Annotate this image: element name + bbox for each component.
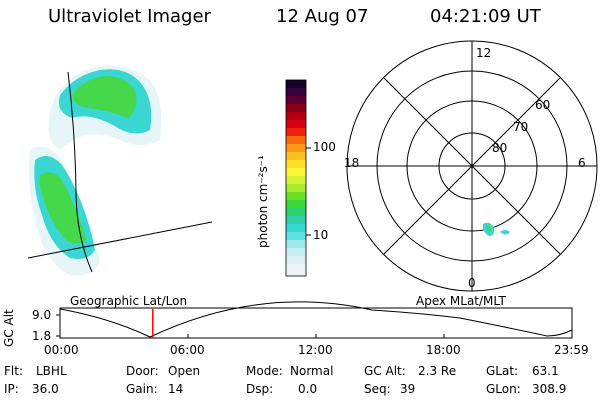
uv-image-panel xyxy=(27,65,213,276)
mlt-label-0: 0 xyxy=(468,276,476,290)
mlt-label-12: 12 xyxy=(476,46,492,60)
aurora-green-upper xyxy=(72,76,137,118)
seq-value: 39 xyxy=(400,382,416,396)
seq-label: Seq: xyxy=(364,382,391,396)
colorbar-tick-100: 100 xyxy=(313,140,336,154)
colorbar-unit-label: photon cm⁻²s⁻¹ xyxy=(256,155,270,248)
time-tick-6: 06:00 xyxy=(170,343,205,357)
colorbar-tick-10: 10 xyxy=(313,228,329,242)
gcalt-label: GC Alt: xyxy=(364,364,406,378)
ip-label: IP: xyxy=(4,382,19,396)
time-tick-18: 18:00 xyxy=(426,343,461,357)
ip-value: 36.0 xyxy=(32,382,59,396)
door-label: Door: xyxy=(126,364,159,378)
lat-label-70: 70 xyxy=(513,120,529,134)
gain-value: 14 xyxy=(168,382,184,396)
geographic-label: Geographic Lat/Lon xyxy=(70,294,188,308)
glat-value: 63.1 xyxy=(532,364,559,378)
glon-label: GLon: xyxy=(486,382,521,396)
altitude-plot xyxy=(56,301,573,339)
time-tick-12: 12:00 xyxy=(298,343,333,357)
flt-label: Flt: xyxy=(4,364,23,378)
gain-label: Gain: xyxy=(126,382,158,396)
lat-label-60: 60 xyxy=(535,98,551,112)
date-label: 12 Aug 07 xyxy=(276,6,369,27)
dsp-label: Dsp: xyxy=(246,382,274,396)
mlt-label-6: 6 xyxy=(578,156,586,170)
aurora-green-lower xyxy=(39,172,86,244)
polar-plot xyxy=(346,40,598,292)
lat-label-80: 80 xyxy=(492,141,508,155)
glat-label: GLat: xyxy=(486,364,519,378)
door-value: Open xyxy=(168,364,201,378)
glon-value: 308.9 xyxy=(532,382,567,396)
mode-label: Mode: xyxy=(246,364,283,378)
time-tick-0: 00:00 xyxy=(44,343,79,357)
mlt-label-18: 18 xyxy=(344,156,360,170)
altitude-ytick-top: 9.0 xyxy=(32,308,52,322)
instrument-title: Ultraviolet Imager xyxy=(48,6,211,27)
meridian-line xyxy=(67,71,93,273)
altitude-ylabel: GC Alt xyxy=(2,309,16,347)
color-bar xyxy=(285,79,311,277)
mode-value: Normal xyxy=(290,364,334,378)
latitude-line xyxy=(27,221,213,259)
gcalt-value: 2.3 Re xyxy=(418,364,457,378)
altitude-ytick-bottom: 1.8 xyxy=(32,329,52,343)
time-label: 04:21:09 UT xyxy=(430,6,541,27)
flt-value: LBHL xyxy=(36,364,67,378)
time-tick-end: 23:59 xyxy=(554,343,589,357)
dsp-value: 0.0 xyxy=(298,382,318,396)
altitude-curve xyxy=(59,301,573,338)
apex-label: Apex MLat/MLT xyxy=(416,294,506,308)
